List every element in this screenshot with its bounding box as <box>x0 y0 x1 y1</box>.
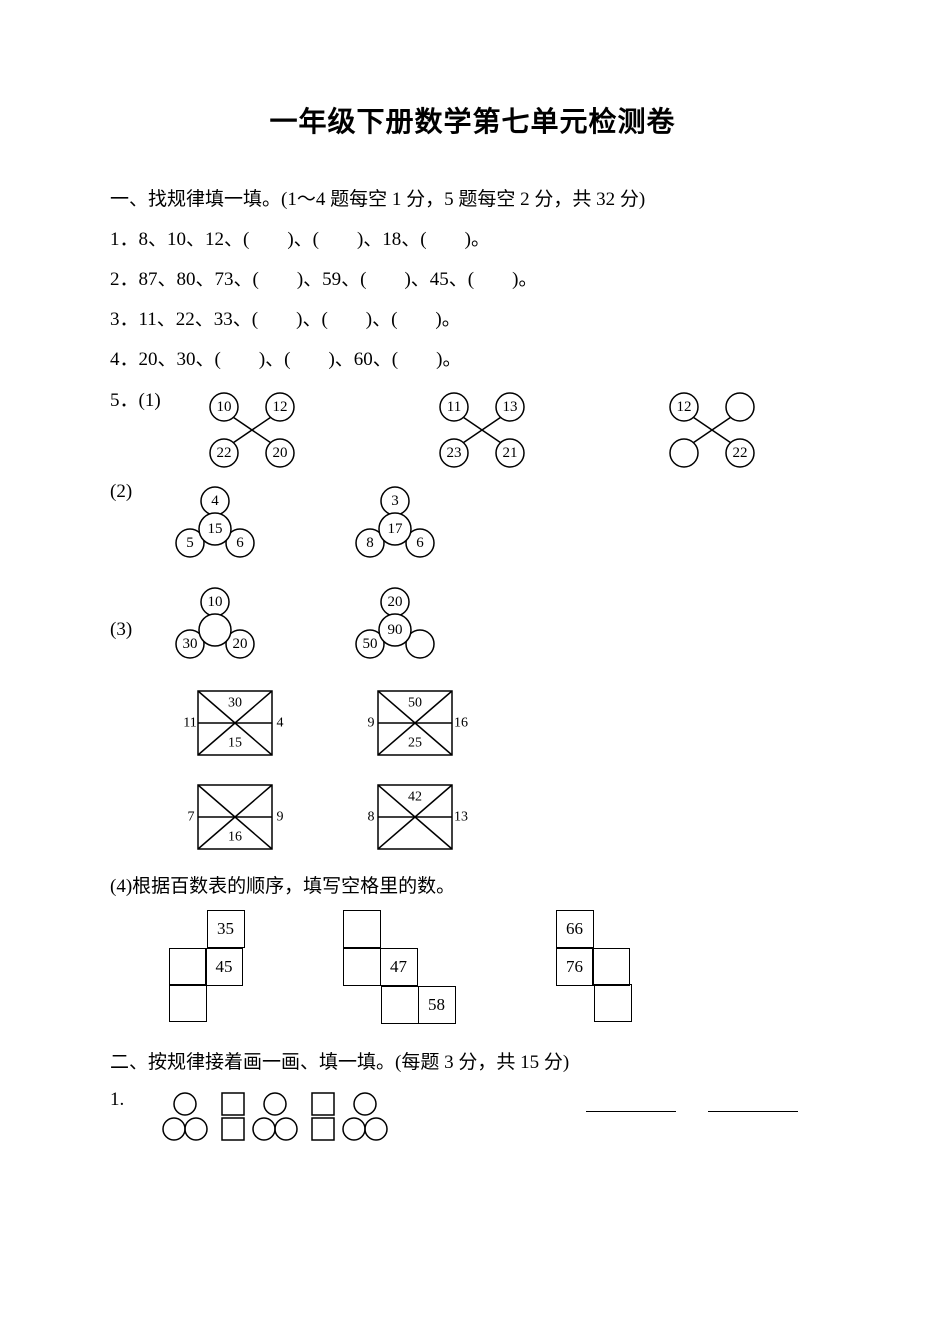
svg-text:50: 50 <box>408 696 422 711</box>
svg-text:20: 20 <box>273 445 288 461</box>
hundred-grids: 35 45 47 58 66 76 <box>170 911 835 1025</box>
svg-text:15: 15 <box>228 736 242 751</box>
svg-text:22: 22 <box>733 445 748 461</box>
svg-text:6: 6 <box>416 535 424 551</box>
svg-text:5: 5 <box>186 535 194 551</box>
grid-3: 66 76 <box>557 911 632 1024</box>
svg-text:50: 50 <box>363 636 378 652</box>
petal-diagram-d: 20 90 50 <box>340 582 450 677</box>
svg-text:23: 23 <box>447 445 462 461</box>
envelope-d: 42 8 13 <box>360 777 470 857</box>
cross-diagram-a: 10 12 22 20 <box>192 385 312 475</box>
svg-text:4: 4 <box>277 716 284 731</box>
svg-text:13: 13 <box>503 399 518 415</box>
q5-2-label: (2) <box>110 481 140 503</box>
svg-text:9: 9 <box>368 716 375 731</box>
svg-text:12: 12 <box>677 399 692 415</box>
svg-text:22: 22 <box>217 445 232 461</box>
envelope-a: 30 11 4 15 <box>180 683 290 763</box>
petal-diagram-b: 3 17 8 6 <box>340 481 450 576</box>
q2-1-row: 1. <box>110 1089 835 1149</box>
petal-diagram-a: 4 15 5 6 <box>160 481 270 576</box>
grid-2: 47 58 <box>345 911 458 1025</box>
worksheet-page: 一年级下册数学第七单元检测卷 一、找规律填一填。(1～4 题每空 1 分，5 题… <box>0 0 945 1337</box>
blank-line-2 <box>708 1089 798 1112</box>
q5-4-label: (4)根据百数表的顺序，填写空格里的数。 <box>110 867 835 907</box>
svg-text:7: 7 <box>188 810 195 825</box>
q3: 3．11、22、33、( )、( )、( )。 <box>110 300 835 340</box>
svg-text:15: 15 <box>208 521 223 537</box>
svg-text:42: 42 <box>408 790 422 805</box>
svg-text:10: 10 <box>208 594 223 610</box>
svg-text:4: 4 <box>211 493 219 509</box>
page-title: 一年级下册数学第七单元检测卷 <box>110 100 835 140</box>
svg-text:21: 21 <box>503 445 518 461</box>
svg-text:12: 12 <box>273 399 288 415</box>
svg-text:30: 30 <box>183 636 198 652</box>
envelope-row-2: 7 9 16 42 8 13 <box>110 777 835 857</box>
svg-text:16: 16 <box>454 716 468 731</box>
q5-2-row: (2) 4 15 5 6 3 <box>110 481 835 576</box>
svg-text:11: 11 <box>447 399 461 415</box>
svg-text:8: 8 <box>366 535 374 551</box>
q4: 4．20、30、( )、( )、60、( )。 <box>110 340 835 380</box>
q1: 1．8、10、12、( )、( )、18、( )。 <box>110 220 835 260</box>
svg-text:17: 17 <box>388 521 404 537</box>
q2: 2．87、80、73、( )、59、( )、45、( )。 <box>110 260 835 300</box>
envelope-b: 50 9 16 25 <box>360 683 470 763</box>
grid-1: 35 45 <box>170 911 245 1024</box>
svg-text:16: 16 <box>228 830 242 845</box>
q5-3-label: (3) <box>110 619 140 641</box>
svg-text:20: 20 <box>388 594 403 610</box>
blank-line-1 <box>586 1089 676 1112</box>
svg-text:11: 11 <box>183 716 196 731</box>
svg-text:90: 90 <box>388 622 403 638</box>
pattern-shapes <box>160 1089 560 1149</box>
envelope-c: 7 9 16 <box>180 777 290 857</box>
q5-1-row: 5．(1) 10 12 22 20 <box>110 385 835 475</box>
q2-1-label: 1. <box>110 1089 140 1111</box>
cross-diagram-b: 11 13 23 21 <box>422 385 542 475</box>
cross-diagram-c: 12 22 <box>652 385 772 475</box>
svg-text:30: 30 <box>228 696 242 711</box>
svg-text:3: 3 <box>391 493 399 509</box>
svg-text:13: 13 <box>454 810 468 825</box>
q5-1-label: 5．(1) <box>110 385 172 412</box>
section2-heading: 二、按规律接着画一画、填一填。(每题 3 分，共 15 分) <box>110 1043 835 1083</box>
svg-text:10: 10 <box>217 399 232 415</box>
svg-text:20: 20 <box>233 636 248 652</box>
svg-text:25: 25 <box>408 736 422 751</box>
envelope-row-1: 30 11 4 15 50 9 16 25 <box>110 683 835 763</box>
section1-heading: 一、找规律填一填。(1～4 题每空 1 分，5 题每空 2 分，共 32 分) <box>110 180 835 220</box>
petal-diagram-c: 10 30 20 <box>160 582 270 677</box>
svg-text:9: 9 <box>277 810 284 825</box>
svg-text:6: 6 <box>236 535 244 551</box>
svg-text:8: 8 <box>368 810 375 825</box>
q5-3-row: (3) 10 30 20 20 <box>110 582 835 677</box>
